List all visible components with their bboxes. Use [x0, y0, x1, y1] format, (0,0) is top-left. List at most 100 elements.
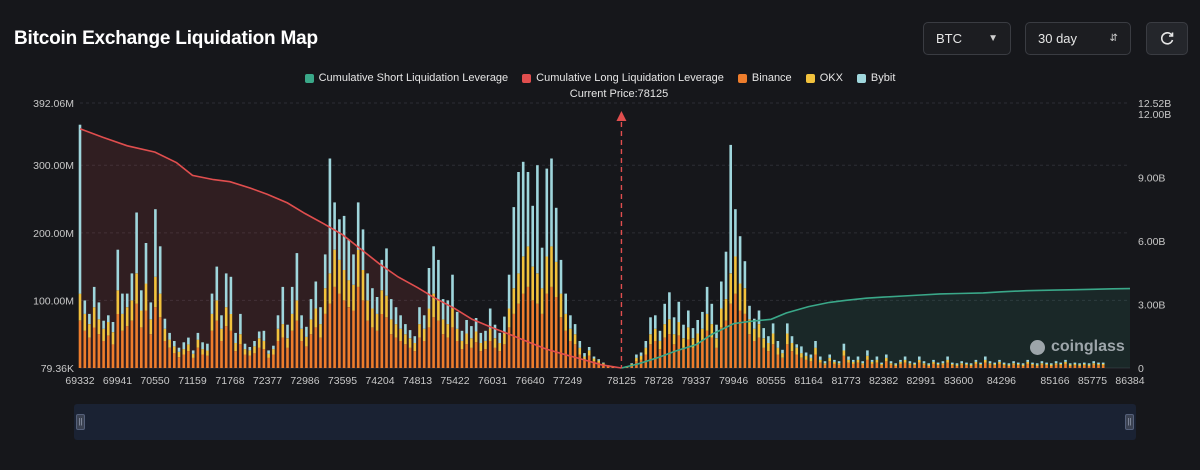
- bar-okx: [455, 328, 459, 341]
- scroller-left-handle[interactable]: ||: [76, 414, 85, 430]
- legend-item-binance[interactable]: Binance: [737, 72, 792, 84]
- x-tick-label: 84296: [987, 375, 1016, 387]
- bar-okx: [559, 293, 563, 318]
- legend-item-short[interactable]: Cumulative Short Liquidation Leverage: [304, 72, 508, 84]
- legend-item-okx[interactable]: OKX: [805, 72, 843, 84]
- bar-okx: [988, 363, 992, 365]
- bar-binance: [1097, 365, 1100, 368]
- bar-binance: [300, 341, 303, 368]
- bar-okx: [771, 333, 775, 345]
- bar-okx: [946, 359, 949, 363]
- bar-bybit: [422, 315, 426, 329]
- bar-binance: [800, 357, 803, 368]
- bar-binance: [460, 349, 464, 368]
- bar-binance: [206, 355, 209, 368]
- bar-bybit: [300, 315, 303, 329]
- bar-okx: [1101, 363, 1105, 366]
- bar-okx: [78, 293, 82, 321]
- bar-binance: [903, 362, 907, 368]
- bar-okx: [422, 328, 426, 341]
- bar-okx: [649, 334, 652, 345]
- bar-binance: [305, 346, 308, 368]
- chart-legend: Cumulative Short Liquidation Leverage Cu…: [0, 72, 1200, 84]
- bar-okx: [885, 357, 888, 362]
- updown-arrows-icon: ⇵: [1109, 33, 1118, 44]
- legend-item-bybit[interactable]: Bybit: [856, 72, 895, 84]
- bar-binance: [687, 339, 690, 368]
- x-tick-label: 76640: [515, 375, 544, 387]
- bar-bybit: [479, 332, 483, 343]
- bar-bybit: [837, 361, 841, 364]
- bar-bybit: [1097, 362, 1100, 364]
- x-tick-label: 82382: [869, 375, 898, 387]
- bar-okx: [503, 333, 506, 345]
- bar-okx: [583, 356, 586, 360]
- bar-bybit: [305, 326, 308, 337]
- bar-binance: [361, 300, 365, 368]
- bar-okx: [418, 324, 421, 338]
- range-select[interactable]: 30 day ⇵: [1025, 22, 1131, 55]
- bar-bybit: [163, 318, 167, 329]
- refresh-button[interactable]: [1146, 22, 1188, 55]
- bar-okx: [866, 355, 869, 360]
- bar-okx: [267, 353, 270, 358]
- bar-binance: [738, 310, 742, 368]
- y-right-tick-label: 0: [1138, 363, 1144, 375]
- bar-binance: [583, 359, 586, 368]
- bar-binance: [828, 361, 831, 368]
- bar-binance: [243, 354, 247, 368]
- bar-bybit: [691, 328, 695, 339]
- bar-okx: [875, 359, 879, 363]
- x-tick-label: 82991: [906, 375, 935, 387]
- chart-range-scroller[interactable]: || ||: [74, 404, 1136, 440]
- bar-okx: [220, 328, 223, 341]
- bar-binance: [875, 362, 879, 368]
- bar-binance: [210, 330, 214, 368]
- bar-bybit: [885, 354, 888, 358]
- bar-okx: [536, 273, 539, 304]
- bar-binance: [786, 344, 789, 368]
- bar-okx: [757, 324, 761, 338]
- bar-bybit: [361, 229, 365, 270]
- bar-bybit: [517, 172, 520, 274]
- bar-bybit: [187, 337, 190, 345]
- bar-binance: [168, 347, 171, 368]
- bar-binance: [385, 317, 388, 368]
- bar-bybit: [870, 359, 874, 362]
- bar-okx: [833, 361, 836, 364]
- bar-okx: [965, 363, 968, 366]
- y-right-tick-label: 3.00B: [1138, 300, 1165, 312]
- bar-bybit: [1045, 362, 1048, 364]
- bar-binance: [521, 293, 525, 368]
- bar-okx: [578, 347, 582, 355]
- bar-binance: [880, 365, 883, 368]
- bar-binance: [290, 330, 294, 368]
- bar-bybit: [366, 273, 369, 301]
- bar-bybit: [276, 315, 280, 329]
- bar-bybit: [569, 315, 572, 329]
- bar-bybit: [234, 332, 237, 343]
- bar-binance: [498, 351, 501, 368]
- bar-bybit: [158, 246, 162, 294]
- bar-binance: [946, 362, 949, 368]
- bar-bybit: [201, 342, 204, 350]
- bar-binance: [1002, 365, 1006, 368]
- bar-binance: [427, 327, 431, 368]
- bar-binance: [394, 337, 398, 368]
- bar-bybit: [121, 293, 124, 314]
- liquidation-chart[interactable]: 392.06M 300.00M 200.00M 100.00M 79.36K 12.52B…: [0, 95, 1200, 395]
- x-tick-label: 79946: [719, 375, 748, 387]
- scroller-right-handle[interactable]: ||: [1125, 414, 1134, 430]
- bar-okx: [734, 256, 737, 294]
- bar-binance: [267, 357, 270, 368]
- symbol-select[interactable]: BTC ▼: [923, 22, 1011, 55]
- bar-binance: [550, 286, 553, 368]
- bar-okx: [356, 249, 360, 287]
- bar-binance: [140, 327, 143, 368]
- bar-bybit: [375, 297, 379, 314]
- legend-item-long[interactable]: Cumulative Long Liquidation Leverage: [522, 72, 724, 84]
- x-tick-label: 69332: [65, 375, 94, 387]
- bar-okx: [215, 300, 219, 321]
- bar-binance: [833, 363, 836, 368]
- bar-bybit: [229, 276, 233, 314]
